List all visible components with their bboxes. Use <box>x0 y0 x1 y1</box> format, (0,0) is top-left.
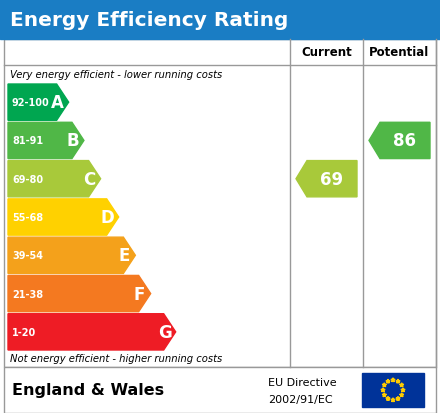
Text: E: E <box>119 247 130 265</box>
Polygon shape <box>391 378 395 382</box>
Polygon shape <box>386 396 390 401</box>
Text: 55-68: 55-68 <box>12 212 43 223</box>
Polygon shape <box>8 161 101 197</box>
Text: 1-20: 1-20 <box>12 327 36 337</box>
Bar <box>362 373 424 407</box>
Text: 2002/91/EC: 2002/91/EC <box>268 394 333 404</box>
Polygon shape <box>8 123 84 159</box>
Polygon shape <box>400 393 404 397</box>
Text: A: A <box>51 94 64 112</box>
Polygon shape <box>396 396 400 401</box>
Text: England & Wales: England & Wales <box>12 382 164 398</box>
Text: 69-80: 69-80 <box>12 174 43 184</box>
Bar <box>4 367 436 413</box>
Polygon shape <box>382 393 386 397</box>
Text: 69: 69 <box>320 170 344 188</box>
Polygon shape <box>8 85 69 121</box>
Text: B: B <box>66 132 79 150</box>
Polygon shape <box>400 383 404 387</box>
Polygon shape <box>8 314 176 350</box>
Polygon shape <box>381 388 385 392</box>
Polygon shape <box>396 379 400 383</box>
Polygon shape <box>386 379 390 383</box>
Text: Potential: Potential <box>369 46 429 59</box>
Text: Not energy efficient - higher running costs: Not energy efficient - higher running co… <box>10 354 222 363</box>
Text: F: F <box>134 285 145 303</box>
Polygon shape <box>8 199 119 235</box>
Polygon shape <box>8 237 136 274</box>
Text: EU Directive: EU Directive <box>268 377 337 387</box>
Polygon shape <box>296 161 357 197</box>
Text: 21-38: 21-38 <box>12 289 43 299</box>
Polygon shape <box>369 123 430 159</box>
Text: 81-91: 81-91 <box>12 136 43 146</box>
Text: 86: 86 <box>393 132 417 150</box>
Bar <box>4 40 436 367</box>
Text: 39-54: 39-54 <box>12 251 43 261</box>
Text: G: G <box>158 323 172 341</box>
Text: 92-100: 92-100 <box>12 98 50 108</box>
Text: Current: Current <box>301 46 352 59</box>
Text: C: C <box>84 170 96 188</box>
Text: D: D <box>101 209 114 226</box>
Text: Energy Efficiency Rating: Energy Efficiency Rating <box>10 10 288 29</box>
Polygon shape <box>391 398 395 402</box>
Polygon shape <box>8 276 150 312</box>
Bar <box>0 0 440 40</box>
Polygon shape <box>401 388 405 392</box>
Polygon shape <box>382 383 386 387</box>
Text: Very energy efficient - lower running costs: Very energy efficient - lower running co… <box>10 69 222 79</box>
